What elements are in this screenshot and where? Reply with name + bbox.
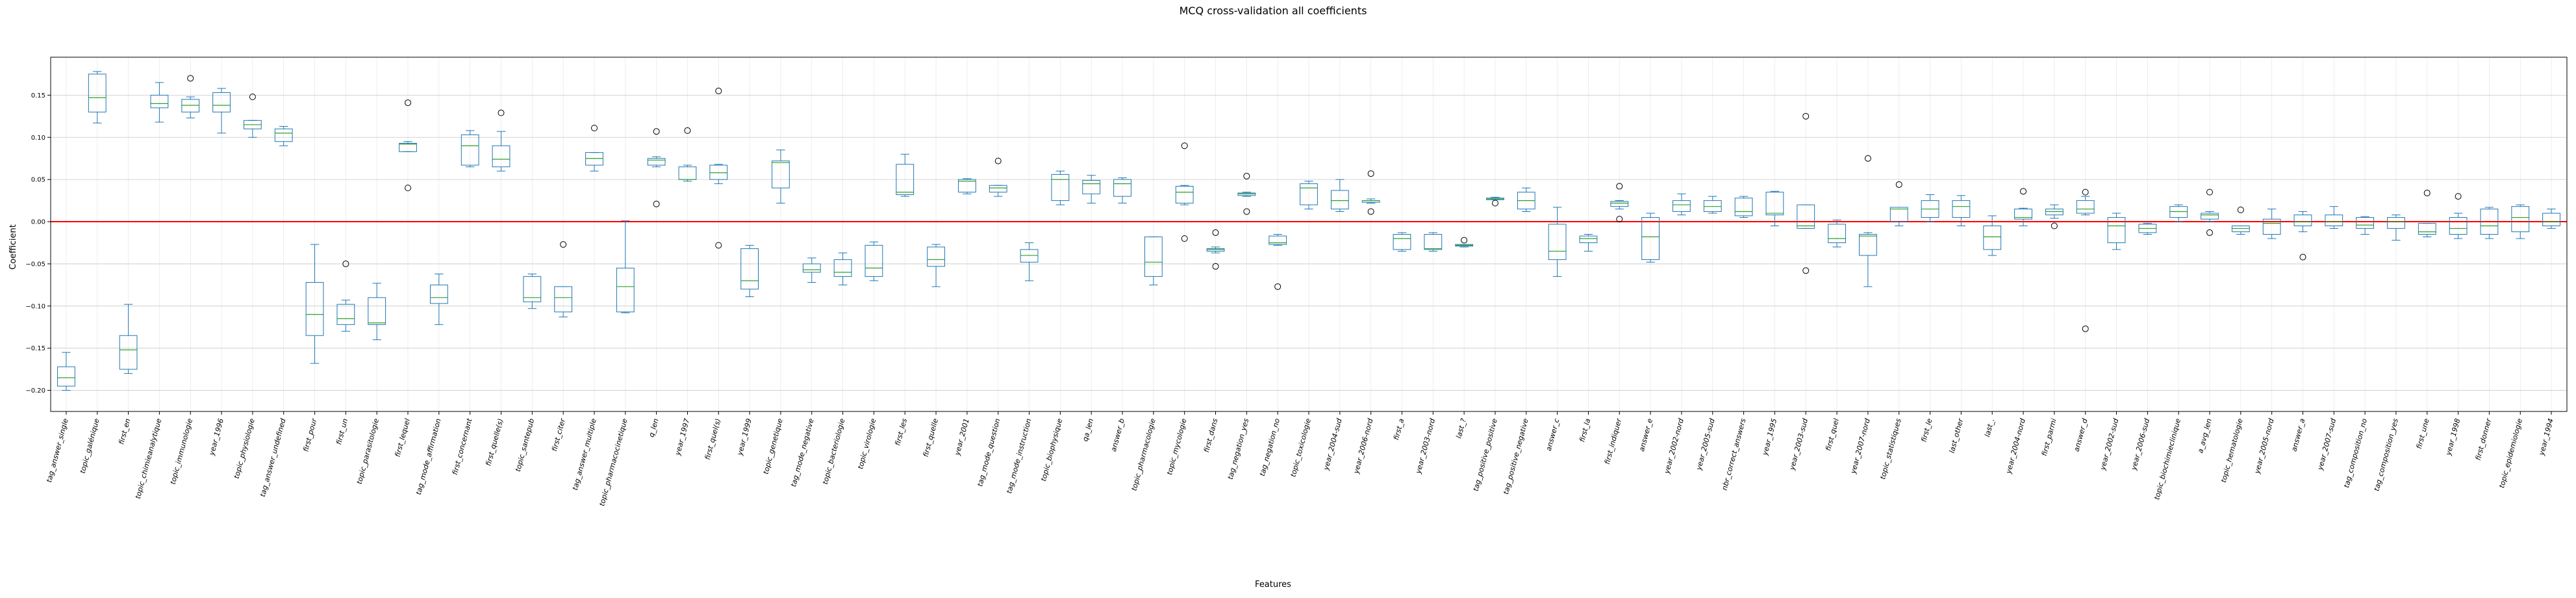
x-tick-label: answer_d	[2073, 417, 2090, 452]
x-tick-label: year_2004-sud	[1322, 417, 1344, 471]
x-tick-label: topic_hematologie	[2219, 417, 2245, 484]
y-tick-label: −0.20	[25, 387, 45, 395]
x-tick-label: topic_epidemiologie	[2497, 417, 2524, 489]
x-tick-label: year_2005-sud	[1695, 417, 1717, 471]
x-tick-label: first_dans	[1202, 417, 1219, 453]
chart-title: MCQ cross-validation all coefficients	[1180, 5, 1367, 17]
y-tick-label: 0.05	[31, 177, 45, 184]
x-tick-label: tag_answer_single	[45, 417, 70, 483]
x-tick-label: tag_answer_undefined	[259, 417, 288, 497]
x-tick-label: year_2001	[953, 417, 971, 456]
x-tick-label: year_2006-sud	[2129, 417, 2151, 471]
y-tick-label: 0.00	[31, 219, 45, 226]
x-tick-label: first_une	[2415, 417, 2431, 450]
x-tick-label: last_.	[1983, 417, 1996, 437]
x-tick-label: first_en	[117, 417, 132, 445]
x-tick-label: topic_pharmacocinetique	[598, 417, 629, 507]
x-tick-label: nbr_correct_answers	[1720, 417, 1747, 491]
x-tick-label: last_?	[1454, 417, 1468, 439]
x-tick-label: tag_composition_no	[2342, 417, 2369, 489]
x-tick-label: topic_parasitologie	[355, 417, 381, 485]
x-tick-label: year_2003-nord	[1414, 417, 1437, 475]
x-tick-label: tag_negation_yes	[1226, 417, 1251, 480]
x-tick-label: year_1997	[674, 417, 692, 456]
x-tick-label: first_donner	[2474, 417, 2494, 462]
x-tick-label: topic_bacteriologie	[821, 417, 847, 485]
x-tick-label: tag_positive_negative	[1502, 417, 1530, 495]
y-axis-label: Coefficient	[8, 224, 18, 270]
x-tick-label: first_lequel	[394, 417, 412, 458]
x-tick-label: topic_virologie	[856, 417, 878, 470]
x-tick-label: tag_mode_instruction	[1005, 417, 1033, 494]
x-tick-label: year_2006-nord	[1352, 417, 1375, 475]
x-tick-label: q_len	[647, 417, 660, 438]
x-tick-label: topic_immunologie	[169, 417, 195, 485]
x-tick-label: year_1994	[2537, 417, 2555, 456]
x-tick-label: tag_mode_negative	[789, 417, 816, 488]
x-axis: tag_answer_single topic_galénique first_en…	[45, 411, 2555, 507]
y-axis: −0.20 −0.15 −0.10 −0.05 0.00 0.05 0.10 0.15	[25, 92, 51, 395]
x-tick-label: year_2005-nord	[2253, 417, 2276, 475]
x-tick-label: first_la	[1578, 417, 1592, 443]
x-tick-label: last_other	[1948, 417, 1965, 454]
x-tick-label: year_2003-sud	[1787, 417, 1810, 471]
x-tick-label: first_indiquer	[1603, 417, 1624, 465]
x-tick-label: topic_physiologie	[233, 417, 257, 480]
x-tick-label: year_1996	[207, 417, 225, 456]
x-tick-label: first_un	[335, 417, 349, 445]
x-tick-label: first_a	[1392, 417, 1406, 441]
x-tick-label: year_1995	[1760, 417, 1778, 456]
x-tick-label: year_2002-nord	[1662, 417, 1686, 475]
x-tick-label: year_1999	[735, 417, 753, 456]
x-tick-label: tag_mode_affirmation	[414, 417, 443, 495]
x-tick-label: tag_negation_no	[1258, 417, 1282, 477]
x-tick-label: topic_statistiques	[1878, 417, 1903, 480]
x-tick-label: topic_chimieanalytique	[134, 417, 164, 500]
x-tick-label: year_2002-sud	[2098, 417, 2120, 471]
x-tick-label: year_2004-nord	[2004, 417, 2028, 475]
x-tick-label: answer_c	[1545, 417, 1561, 452]
x-tick-label: year_2007-nord	[1849, 417, 1872, 475]
x-tick-label: first_citer	[550, 417, 567, 452]
x-tick-label: first_les	[894, 417, 909, 447]
y-tick-label: −0.15	[25, 345, 45, 352]
x-tick-label: year_1998	[2444, 417, 2462, 456]
x-tick-label: first_parmi	[2040, 417, 2058, 457]
x-tick-label: topic_pharmacologie	[1130, 417, 1157, 491]
x-tick-label: topic_mycologie	[1165, 417, 1189, 476]
x-tick-label: tag_mode_question	[976, 417, 1002, 487]
x-tick-label: tag_answer_multiple	[571, 417, 598, 491]
x-tick-label: answer_a	[2290, 417, 2306, 452]
x-tick-label: answer_e	[1637, 417, 1654, 452]
y-tick-label: −0.05	[25, 261, 45, 268]
x-tick-label: first_quelle(s)	[484, 417, 505, 467]
x-tick-label: tag_composition_yes	[2372, 417, 2399, 492]
x-tick-label: a_avg_len	[2196, 417, 2214, 454]
box-group	[1207, 229, 1224, 269]
x-tick-label: topic_biophysique	[1039, 417, 1064, 482]
x-tick-label: qa_len	[1081, 417, 1095, 442]
x-tick-label: year_2007-sud	[2316, 417, 2338, 471]
x-tick-label: tag_positive_positive	[1471, 417, 1498, 492]
x-tick-label: first_quel(s)	[703, 417, 722, 460]
x-tick-label: first_quelle	[922, 417, 940, 458]
grid-lines	[51, 57, 2567, 411]
x-tick-label: topic_galénique	[79, 417, 101, 474]
x-tick-label: first_pour	[301, 417, 318, 452]
x-tick-label: topic_genetique	[761, 417, 784, 475]
x-axis-label: Features	[1255, 580, 1291, 590]
x-tick-label: first_le	[1919, 417, 1934, 443]
x-tick-label: first_quel	[1824, 417, 1841, 452]
x-tick-label: answer_b	[1109, 417, 1126, 452]
x-tick-label: topic_santepub	[514, 417, 536, 473]
x-tick-label: topic_biochimieclinique	[2153, 417, 2182, 500]
y-tick-label: 0.15	[31, 92, 45, 99]
y-tick-label: 0.10	[31, 135, 45, 142]
x-tick-label: topic_toxicologie	[1289, 417, 1313, 478]
y-tick-label: −0.10	[25, 303, 45, 310]
x-tick-label: first_concernant	[451, 417, 474, 476]
